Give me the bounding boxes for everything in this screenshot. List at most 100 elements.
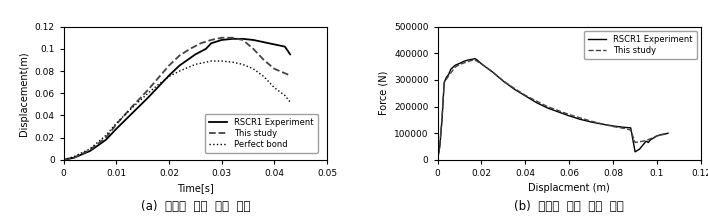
RSCR1 Experiment — [477, 63, 486, 65]
This study — [270, 67, 279, 70]
RSCR1 Experiment — [609, 125, 617, 127]
RSCR1 Experiment — [286, 53, 295, 56]
Perfect bond — [154, 83, 163, 86]
RSCR1 Experiment — [165, 74, 173, 77]
RSCR1 Experiment — [499, 80, 508, 83]
RSCR1 Experiment — [521, 95, 530, 97]
Perfect bond — [217, 60, 226, 62]
RSCR1 Experiment — [239, 38, 247, 40]
RSCR1 Experiment — [644, 141, 653, 144]
This study — [445, 75, 453, 77]
This study — [653, 135, 661, 137]
Perfect bond — [144, 92, 152, 95]
This study — [207, 39, 215, 41]
Perfect bond — [176, 70, 184, 72]
Perfect bond — [102, 134, 110, 137]
RSCR1 Experiment — [464, 59, 472, 61]
RSCR1 Experiment — [59, 159, 68, 161]
Perfect bond — [280, 94, 289, 97]
RSCR1 Experiment — [144, 96, 152, 99]
Perfect bond — [270, 86, 279, 89]
This study — [438, 116, 446, 119]
This study — [280, 72, 289, 75]
RSCR1 Experiment — [270, 43, 279, 46]
RSCR1 Experiment — [102, 139, 110, 141]
This study — [521, 94, 530, 97]
Perfect bond — [128, 106, 137, 109]
Line: This study: This study — [438, 60, 668, 160]
This study — [499, 80, 508, 82]
RSCR1 Experiment — [639, 143, 648, 145]
Perfect bond — [260, 75, 268, 78]
Y-axis label: Force (N): Force (N) — [379, 71, 389, 115]
Perfect bond — [86, 147, 94, 150]
Text: (b)  하중에  따른  변위  곳선: (b) 하중에 따른 변위 곳선 — [515, 200, 624, 213]
RSCR1 Experiment — [128, 112, 137, 115]
RSCR1 Experiment — [154, 85, 163, 88]
RSCR1 Experiment — [440, 81, 448, 84]
This study — [627, 129, 635, 131]
RSCR1 Experiment — [228, 38, 236, 40]
This study — [228, 36, 236, 39]
This study — [217, 36, 226, 39]
RSCR1 Experiment — [649, 137, 657, 140]
This study — [435, 144, 444, 147]
RSCR1 Experiment — [489, 71, 497, 73]
Perfect bond — [239, 63, 247, 66]
This study — [128, 105, 137, 108]
RSCR1 Experiment — [627, 127, 635, 129]
This study — [642, 139, 651, 142]
RSCR1 Experiment — [176, 64, 184, 67]
RSCR1 Experiment — [433, 159, 442, 161]
RSCR1 Experiment — [447, 68, 455, 71]
This study — [176, 54, 184, 57]
RSCR1 Experiment — [260, 41, 268, 44]
This study — [440, 81, 448, 84]
RSCR1 Experiment — [554, 111, 563, 113]
Perfect bond — [165, 75, 173, 78]
This study — [433, 159, 442, 161]
RSCR1 Experiment — [455, 62, 464, 65]
Legend: RSCR1 Experiment, This study, Perfect bond: RSCR1 Experiment, This study, Perfect bo… — [205, 113, 318, 153]
This study — [661, 133, 670, 135]
RSCR1 Experiment — [442, 76, 450, 79]
Perfect bond — [286, 101, 295, 103]
This study — [239, 39, 247, 41]
This study — [59, 159, 68, 161]
RSCR1 Experiment — [661, 132, 670, 135]
RSCR1 Experiment — [543, 107, 552, 109]
This study — [543, 105, 552, 108]
Perfect bond — [112, 122, 120, 125]
This study — [489, 71, 497, 73]
RSCR1 Experiment — [565, 115, 573, 117]
RSCR1 Experiment — [631, 151, 639, 153]
This study — [451, 66, 459, 68]
This study — [635, 140, 644, 143]
This study — [455, 63, 464, 66]
RSCR1 Experiment — [86, 150, 94, 152]
RSCR1 Experiment — [459, 60, 468, 63]
RSCR1 Experiment — [217, 39, 226, 41]
RSCR1 Experiment — [471, 57, 479, 60]
X-axis label: Time[s]: Time[s] — [177, 183, 214, 193]
This study — [154, 76, 163, 79]
RSCR1 Experiment — [451, 64, 459, 67]
RSCR1 Experiment — [664, 132, 673, 135]
This study — [86, 149, 94, 151]
Perfect bond — [228, 61, 236, 63]
RSCR1 Experiment — [202, 48, 210, 50]
RSCR1 Experiment — [587, 121, 595, 123]
Line: This study: This study — [64, 38, 290, 160]
RSCR1 Experiment — [469, 58, 477, 60]
Perfect bond — [70, 155, 79, 158]
This study — [165, 64, 173, 67]
This study — [620, 127, 629, 130]
This study — [477, 63, 486, 65]
This study — [471, 59, 479, 61]
RSCR1 Experiment — [646, 139, 655, 141]
RSCR1 Experiment — [620, 126, 629, 129]
X-axis label: Displacment (m): Displacment (m) — [528, 183, 610, 193]
Perfect bond — [191, 63, 200, 66]
RSCR1 Experiment — [653, 135, 661, 137]
This study — [144, 89, 152, 91]
